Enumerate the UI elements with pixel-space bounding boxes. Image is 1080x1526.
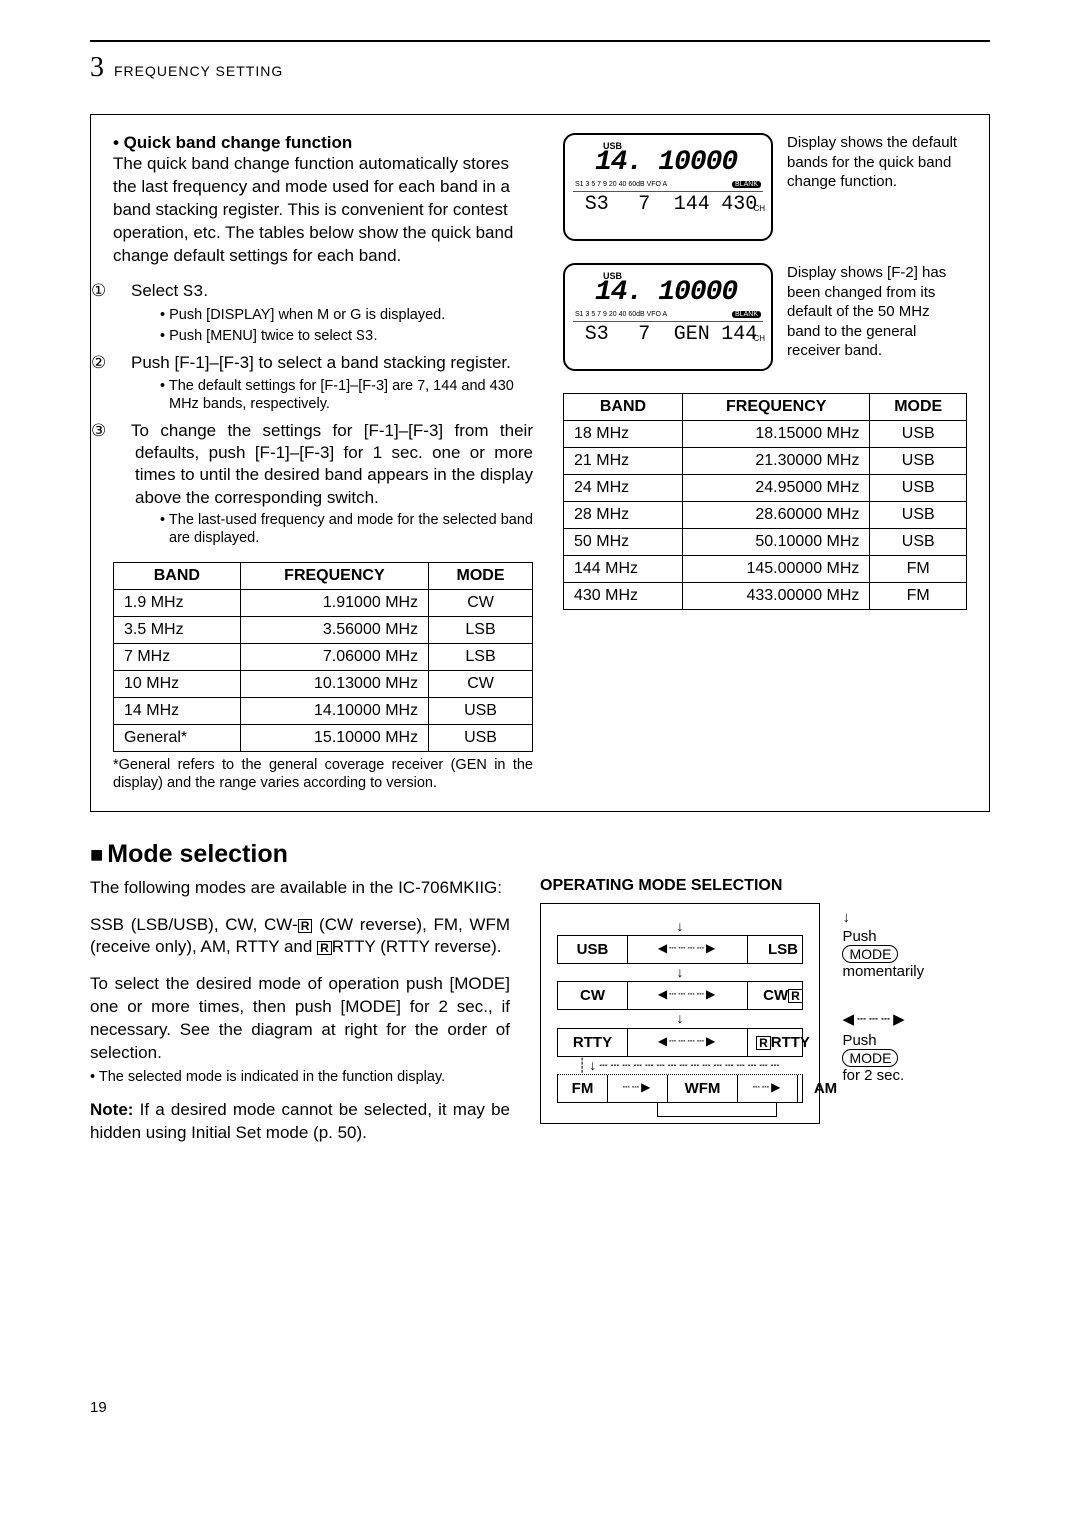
chapter-header: 3 FREQUENCY SETTING	[90, 52, 990, 84]
step-2: ②Push [F-1]–[F-3] to select a band stack…	[113, 352, 533, 414]
quick-band-heading: • Quick band change function	[113, 133, 533, 153]
page-number: 19	[90, 1399, 990, 1416]
table-row: 10 MHz10.13000 MHzCW	[114, 671, 533, 698]
mode-side-notes: ↓ Push MODE momentarily ◀┄┄┄▶ Push MODE …	[842, 903, 962, 1084]
chapter-title: FREQUENCY SETTING	[114, 63, 283, 79]
mode-selection-section: ■Mode selection The following modes are …	[90, 840, 990, 1159]
table-footnote: *General refers to the general coverage …	[113, 756, 533, 792]
table-row: 7 MHz7.06000 MHzLSB	[114, 644, 533, 671]
mode-note: Note: If a desired mode cannot be select…	[90, 1099, 510, 1145]
table-row: General*15.10000 MHzUSB	[114, 725, 533, 752]
table-row: 21 MHz21.30000 MHzUSB	[564, 448, 967, 475]
lcd-display-1: USB 14. 10000 S1 3 5 7 9 20 40 60dB VFO …	[563, 133, 967, 241]
step-3: ③To change the settings for [F-1]–[F-3] …	[113, 420, 533, 548]
lcd-display-2: USB 14. 10000 S1 3 5 7 9 20 40 60dB VFO …	[563, 263, 967, 371]
mode-p3: To select the desired mode of operation …	[90, 973, 510, 1065]
quick-band-intro: The quick band change function automatic…	[113, 153, 533, 268]
quick-band-section: • Quick band change function The quick b…	[90, 114, 990, 812]
mode-p1: The following modes are available in the…	[90, 877, 510, 900]
chapter-number: 3	[90, 52, 104, 84]
step-1-sub-2: • Push [MENU] twice to select S3.	[157, 327, 533, 347]
table-row: 50 MHz50.10000 MHzUSB	[564, 529, 967, 556]
table-row: 28 MHz28.60000 MHzUSB	[564, 502, 967, 529]
table-row: 18 MHz18.15000 MHzUSB	[564, 421, 967, 448]
table-row: 430 MHz433.00000 MHzFM	[564, 583, 967, 610]
step-3-sub: • The last-used frequency and mode for t…	[157, 511, 533, 549]
mode-selection-title: ■Mode selection	[90, 840, 990, 869]
table-row: 3.5 MHz3.56000 MHzLSB	[114, 617, 533, 644]
step-2-sub: • The default settings for [F-1]–[F-3] a…	[157, 377, 533, 415]
table-row: 24 MHz24.95000 MHzUSB	[564, 475, 967, 502]
mode-diagram: ↓ USB ◀┄┄┄┄▶ LSB ↓ CW ◀┄┄┄┄▶ CWR ↓	[540, 903, 820, 1125]
operating-mode-title: OPERATING MODE SELECTION	[540, 877, 990, 895]
mode-p3-sub: • The selected mode is indicated in the …	[90, 1069, 510, 1085]
table-row: 1.9 MHz1.91000 MHzCW	[114, 590, 533, 617]
band-table-1: BAND FREQUENCY MODE 1.9 MHz1.91000 MHzCW…	[113, 562, 533, 752]
table-row: 144 MHz145.00000 MHzFM	[564, 556, 967, 583]
band-table-2: BAND FREQUENCY MODE 18 MHz18.15000 MHzUS…	[563, 393, 967, 610]
step-1: ①Select S3. • Push [DISPLAY] when M or G…	[113, 280, 533, 347]
lcd-2-description: Display shows [F-2] has been changed fro…	[787, 263, 967, 371]
mode-p2: SSB (LSB/USB), CW, CW-R (CW reverse), FM…	[90, 914, 510, 960]
table-row: 14 MHz14.10000 MHzUSB	[114, 698, 533, 725]
step-1-sub-1: • Push [DISPLAY] when M or G is displaye…	[157, 306, 533, 325]
lcd-1-description: Display shows the default bands for the …	[787, 133, 967, 241]
